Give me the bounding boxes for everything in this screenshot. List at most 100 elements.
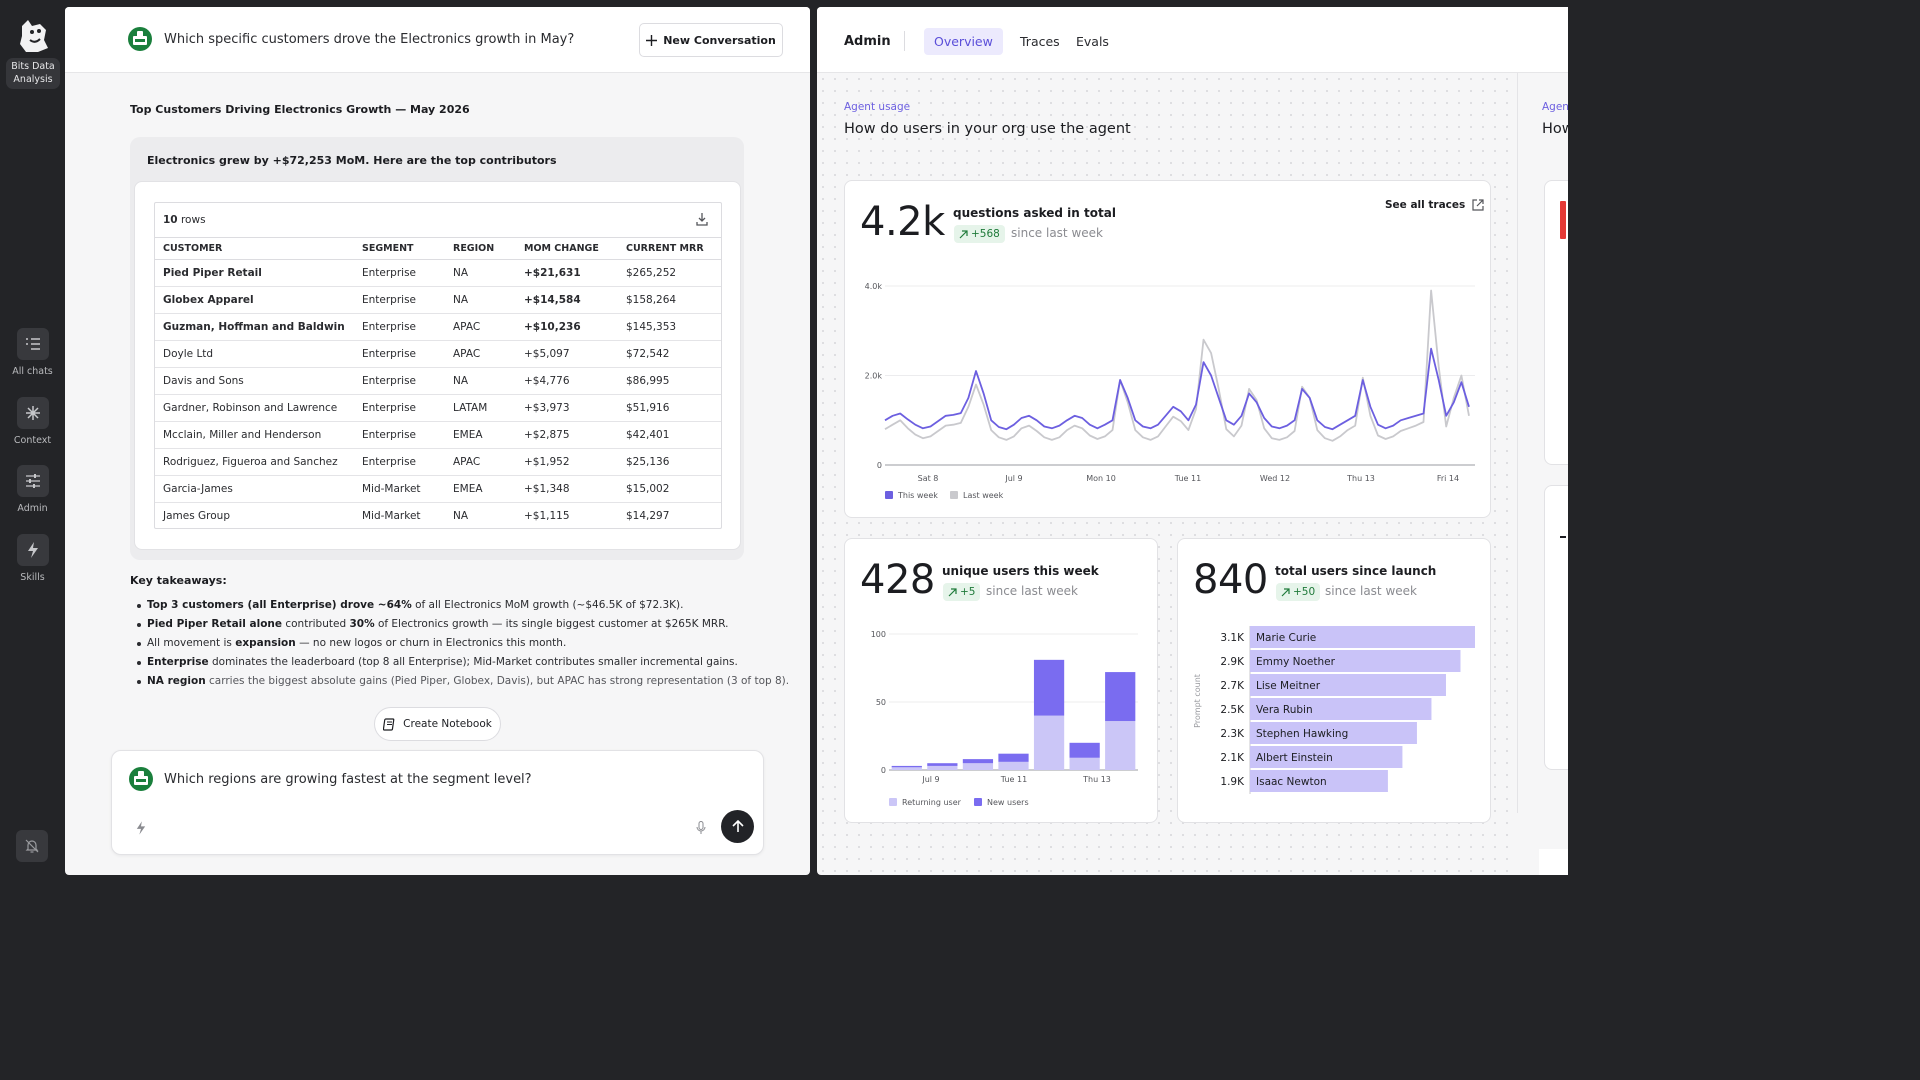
table-row: Globex Apparel Enterprise NA +$14,584 $158,2… (155, 286, 721, 314)
table-cell-mom: +$2,875 (516, 421, 618, 449)
legend-swatch (974, 798, 982, 806)
table-cell-mom: +$1,115 (524, 510, 570, 523)
x-tick-label: Tue 11 (1000, 775, 1027, 784)
rail-admin[interactable]: Admin (0, 465, 65, 514)
bottom-strip (1539, 849, 1568, 875)
rail-label: Skills (20, 572, 45, 583)
arrow-up-right-icon (948, 587, 957, 596)
takeaways-list: Top 3 customers (all Enterprise) drove ~… (137, 596, 789, 691)
table-row: Pied Piper Retail Enterprise NA +$21,631 $26… (155, 259, 721, 287)
legend-label: Returning user (902, 798, 962, 807)
create-notebook-button[interactable]: Create Notebook (374, 707, 501, 741)
table-cell-mom: +$3,973 (516, 394, 618, 422)
takeaways-title: Key takeaways: (130, 574, 227, 587)
y-tick-label: 0 (877, 461, 882, 470)
table-cell-customer: Gardner, Robinson and Lawrence (155, 394, 354, 422)
bar-new-users (1033, 659, 1065, 716)
table-cell-segment: Mid-Market (354, 475, 445, 503)
app-name: Bits Data Analysis (6, 58, 60, 89)
table-cell-region: APAC (445, 340, 516, 368)
table-cell-mrr: $158,264 (618, 286, 721, 314)
rows-count: 10 rows (163, 214, 206, 226)
bar-new-users (998, 753, 1029, 762)
table-cell-mrr: $51,916 (618, 394, 721, 422)
series-line-last-week (884, 289, 1470, 442)
rail-label: Context (13, 435, 52, 446)
notifications-off-button[interactable] (16, 830, 48, 862)
column-header[interactable]: REGION (445, 237, 516, 260)
table-cell-region: APAC (445, 313, 516, 341)
questions-total: 4.2k (860, 199, 945, 245)
table-cell-customer: James Group (163, 510, 230, 523)
since-label: since last week (1325, 584, 1417, 598)
series-line-this-week (884, 347, 1470, 431)
table-cell-mom: +$14,584 (516, 286, 618, 314)
rail-label: All chats (12, 366, 53, 377)
table-cell-customer: Guzman, Hoffman and Baldwin (155, 313, 354, 341)
bar-value-label: 3.1K (1220, 632, 1245, 644)
next-card-value-fragment (1560, 201, 1566, 239)
table-cell-segment: Enterprise (354, 259, 445, 287)
composer-input[interactable]: Which regions are growing fastest at the… (164, 772, 532, 787)
table-cell-segment: Mid-Market (362, 510, 421, 523)
legend-swatch (889, 798, 897, 806)
table-cell-region: APAC (445, 448, 516, 476)
bolt-icon[interactable] (136, 821, 146, 835)
admin-panel: Admin Overview Traces Evals Agent usage … (817, 7, 1568, 875)
external-link-icon (1472, 199, 1484, 211)
column-header[interactable]: MOM CHANGE (516, 237, 618, 260)
next-section-title: How (1542, 121, 1568, 137)
y-axis-label: Prompt count (1193, 674, 1202, 728)
table-cell-mrr: $86,995 (618, 367, 721, 395)
bolt-icon (27, 542, 38, 558)
bar-new-users (891, 765, 922, 768)
table-row: Davis and Sons Enterprise NA +$4,776 $86,995 (155, 367, 721, 395)
bar (1250, 626, 1475, 648)
x-tick-label: Mon 10 (1086, 474, 1116, 483)
table-cell-segment: Enterprise (354, 448, 445, 476)
tab-overview[interactable]: Overview (924, 28, 1003, 55)
top-users-bar-chart: Prompt count 3.1K Marie Curie 2.9K Emmy Noet… (1193, 626, 1475, 794)
message-composer[interactable]: Which regions are growing fastest at the… (111, 750, 764, 855)
x-tick-label: Tue 11 (1174, 474, 1201, 483)
column-header[interactable]: CUSTOMER (155, 237, 354, 260)
microphone-icon[interactable] (696, 821, 706, 835)
table-cell-mom: +$1,348 (516, 475, 618, 503)
unique-delta-badge: +5 (943, 583, 981, 601)
see-all-traces-link[interactable]: See all traces (1385, 199, 1484, 211)
app-logo[interactable]: Bits Data Analysis (6, 18, 60, 89)
total-users-card: 840 total users since launch +50 since l… (1177, 538, 1491, 823)
bar-returning-user (891, 767, 922, 770)
legend-swatch (950, 491, 958, 499)
bar-category-label: Isaac Newton (1256, 776, 1327, 788)
tab-traces[interactable]: Traces (1020, 34, 1060, 49)
users-stacked-bar-chart: 100 50 0 Jul 9 Tue 11 Thu 13 Returning user New… (871, 630, 1138, 807)
rail-context[interactable]: Context (0, 397, 65, 446)
y-tick-label: 4.0k (865, 282, 883, 291)
questions-line-chart: 4.0k 2.0k 0 Sat 8 Jul 9 Mon 10 Tue 11 Wed 12 Thu… (865, 282, 1475, 500)
chat-panel: Which specific customers drove the Elect… (65, 7, 810, 875)
send-button[interactable] (721, 810, 754, 843)
y-tick-label: 50 (876, 698, 886, 707)
table-cell-mom: +$4,776 (516, 367, 618, 395)
rail-all-chats[interactable]: All chats (0, 328, 65, 377)
table-cell-mrr: $15,002 (618, 475, 721, 503)
legend-swatch (885, 491, 893, 499)
bar-returning-user (962, 763, 994, 770)
download-icon[interactable] (695, 212, 709, 226)
admin-tabbar: Admin Overview Traces Evals (817, 7, 1568, 73)
column-header[interactable]: SEGMENT (354, 237, 445, 260)
y-tick-label: 2.0k (865, 372, 883, 381)
rail-skills[interactable]: Skills (0, 534, 65, 583)
bar (1250, 722, 1417, 744)
questions-card: 4.2k questions asked in total +568 since… (844, 180, 1491, 518)
divider (904, 31, 905, 51)
legend-label: New users (987, 798, 1029, 807)
y-tick-label: 100 (871, 630, 886, 639)
bits-avatar (129, 767, 153, 791)
tab-evals[interactable]: Evals (1076, 34, 1109, 49)
table-cell-mrr: $42,401 (618, 421, 721, 449)
new-conversation-button[interactable]: New Conversation (639, 23, 783, 57)
table-cell-segment: Enterprise (354, 313, 445, 341)
column-header[interactable]: CURRENT MRR (618, 237, 721, 260)
